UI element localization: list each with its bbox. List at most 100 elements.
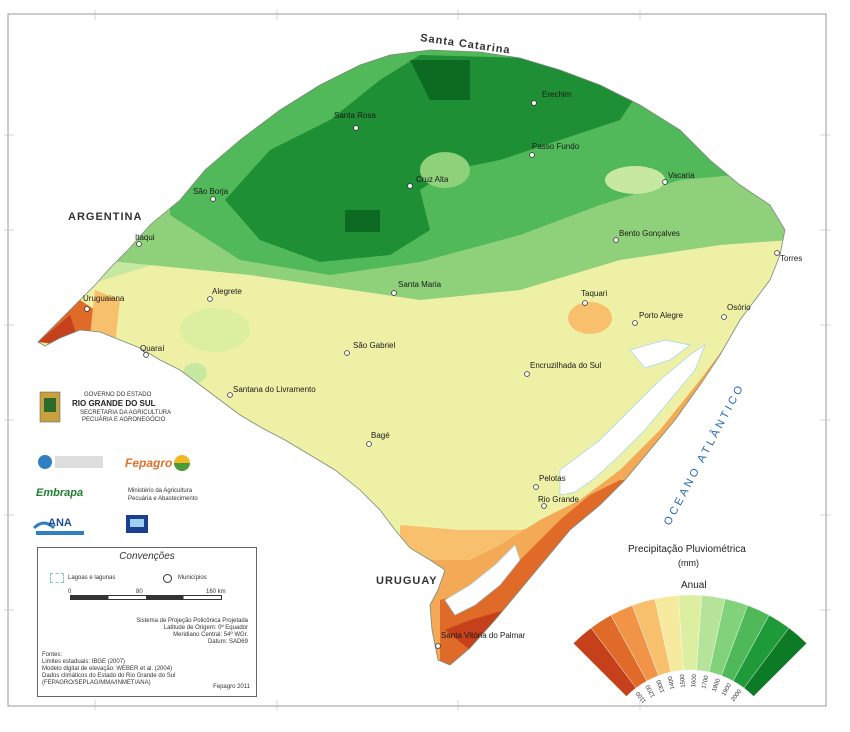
map-frame [7, 13, 827, 707]
city-marker [721, 314, 727, 320]
graticule-ticks [4, 10, 830, 710]
sources: Fontes: Limites estaduais: IBGE (2007) M… [42, 652, 175, 687]
city-marker [407, 183, 413, 189]
city-label: Passo Fundo [532, 142, 580, 151]
legend-unit: (mm) [678, 558, 699, 568]
city-label: Osório [727, 303, 751, 312]
city-marker [136, 241, 142, 247]
city-marker [207, 296, 213, 302]
legend-class-label: 1800 [712, 677, 723, 692]
city-label: Porto Alegre [639, 311, 684, 320]
city-marker [613, 237, 619, 243]
city-marker [227, 392, 233, 398]
city-label: Pelotas [539, 474, 566, 483]
legend: Precipitação Pluviométrica (mm) Anual 11… [573, 544, 807, 704]
lagoons-label: Lagoas e lagunas [68, 575, 116, 581]
state-logo-line2: RIO GRANDE DO SUL [72, 399, 156, 408]
city-label: Taquari [581, 289, 607, 298]
city-label: Rio Grande [538, 495, 579, 504]
legend-class-label: 1200 [645, 683, 657, 698]
city-marker [531, 100, 537, 106]
legend-class-label: 2000 [730, 688, 743, 703]
scale-160: 160 km [206, 589, 226, 595]
state-outline [37, 49, 786, 666]
city-marker [435, 643, 441, 649]
ana-text: ANA [48, 517, 72, 529]
city-label: Bento Gonçalves [619, 229, 680, 238]
state-logo-line1: GOVERNO DO ESTADO [84, 392, 152, 398]
city-label: Santana do Livramento [233, 385, 316, 394]
lagoon-swatch [50, 573, 64, 583]
city-label: Santa Vitória do Palmar [441, 631, 526, 640]
projection-line-2: Latitude de Origem: 0º Equador [163, 625, 248, 631]
city-markers: Erechim Santa Rosa Passo Fundo São Borja Cru… [83, 90, 802, 649]
legend-class-label: 1500 [680, 673, 687, 687]
city-marker [533, 484, 539, 490]
projection-line-1: Sistema de Projeção Policônica Projetada [136, 618, 248, 624]
ana-logo: ANA [32, 517, 84, 535]
label-argentina: ARGENTINA [68, 211, 142, 223]
city-label: São Gabriel [353, 341, 395, 350]
source-1: Limites estaduais: IBGE (2007) [42, 659, 126, 665]
source-4: (FEPAGRO/SEPLAG/MMA/INMET/ANA) [42, 680, 151, 686]
legend-class-label: 1700 [702, 674, 711, 689]
cemetro-logo [38, 455, 103, 469]
conventions-title: Convenções [119, 551, 175, 562]
ministry-line2: Pecuária e Abastecimento [128, 496, 198, 502]
municipality-swatch [163, 574, 172, 583]
city-marker [391, 290, 397, 296]
legend-class-swatch [743, 627, 807, 697]
legend-title: Precipitação Pluviométrica [628, 544, 746, 555]
logos: GOVERNO DO ESTADO RIO GRANDE DO SUL SECR… [32, 391, 198, 535]
legend-class-label: 1600 [691, 673, 698, 687]
city-marker [210, 196, 216, 202]
state-logo-line3: SECRETARIA DA AGRICULTURA [80, 410, 171, 416]
city-marker [353, 125, 359, 131]
city-marker [582, 300, 588, 306]
city-label: Bagé [371, 431, 390, 440]
source-3: Dados climáticos do Estado do Rio Grande… [42, 673, 176, 679]
city-marker [632, 320, 638, 326]
city-label: Erechim [542, 90, 572, 99]
scale-0: 0 [68, 589, 72, 595]
conventions-box: Convenções Lagoas e lagunas Municípios 0… [37, 547, 257, 697]
projection-info: Sistema de Projeção Policônica Projetada… [136, 618, 248, 646]
city-label: Cruz Alta [416, 175, 449, 184]
city-label: Encruzilhada do Sul [530, 361, 601, 370]
city-marker [529, 152, 535, 158]
city-label: Torres [780, 254, 802, 263]
legend-subtitle: Anual [681, 580, 707, 591]
scale-bar [70, 595, 222, 600]
city-label: Vacaria [668, 171, 695, 180]
state-logo-line4: PECUÁRIA E AGRONEGÓCIO [82, 416, 166, 423]
city-marker [143, 352, 149, 358]
city-label: Santa Maria [398, 280, 442, 289]
city-label: Uruguaiana [83, 294, 125, 303]
city-label: Quaraí [140, 344, 165, 353]
state-logo: GOVERNO DO ESTADO RIO GRANDE DO SUL SECR… [39, 391, 171, 423]
city-label: Alegrete [212, 287, 242, 296]
legend-class-label: 1900 [721, 682, 733, 697]
city-marker [774, 250, 780, 256]
projection-line-3: Meridiano Central: 54º WGr. [173, 632, 248, 638]
city-label: Itaqui [135, 233, 155, 242]
legend-class-label: 1300 [656, 678, 667, 693]
city-label: São Borja [193, 187, 229, 196]
city-marker [84, 306, 90, 312]
city-label: Santa Rosa [334, 111, 376, 120]
city-marker [344, 350, 350, 356]
municipalities-label: Municípios [178, 575, 207, 581]
city-marker [524, 371, 530, 377]
label-uruguay: URUGUAY [376, 575, 438, 587]
ministry-logo: Ministério da Agricultura Pecuária e Aba… [128, 488, 198, 502]
city-marker [366, 441, 372, 447]
inmet-logo [126, 515, 148, 533]
source-2: Modelo digital de elevação: WEBER et al.… [42, 666, 173, 672]
ministry-line1: Ministério da Agricultura [128, 488, 193, 494]
legend-class-label: 1100 [635, 689, 648, 703]
legend-class-label: 1400 [668, 675, 677, 690]
credit: Fepagro 2011 [213, 684, 250, 690]
projection-line-4: Datum: SAD69 [207, 639, 248, 645]
